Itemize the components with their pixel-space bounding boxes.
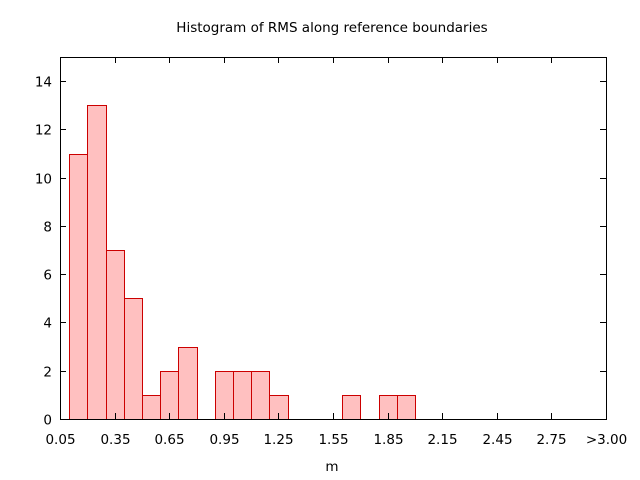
histogram-bar [142, 395, 161, 420]
y-tick-label: 14 [35, 75, 52, 91]
histogram-bar [178, 347, 198, 420]
y-tick-label: 2 [43, 365, 52, 381]
y-tick-label: 6 [43, 268, 52, 284]
histogram-bar [251, 371, 270, 420]
histogram-bar [397, 395, 416, 420]
x-tick-label: 0.95 [209, 432, 239, 448]
ticks-group [60, 57, 607, 420]
histogram-bar [160, 371, 179, 420]
chart-title: Histogram of RMS along reference boundar… [176, 20, 487, 36]
x-tick-label: 2.75 [536, 432, 566, 448]
x-tick-label: 1.85 [373, 432, 403, 448]
x-tick-label: 2.15 [427, 432, 457, 448]
histogram-bar [106, 250, 125, 420]
x-tick-label: 0.65 [154, 432, 184, 448]
y-tick-label: 10 [35, 172, 52, 188]
x-tick-label: 1.25 [263, 432, 293, 448]
histogram-bar [215, 371, 234, 420]
x-axis-label: m [325, 459, 338, 475]
tick-labels-group: 0 2 4 6 8 10 12 14 0.05 0.35 0.65 0.95 1.25 1.55 1.85 2… [35, 75, 627, 449]
y-tick-label: 12 [35, 123, 52, 139]
histogram-bar [233, 371, 252, 420]
histogram-bar [124, 298, 143, 420]
x-tick-label: 2.45 [482, 432, 512, 448]
x-tick-label: 0.05 [45, 432, 75, 448]
histogram-bar [69, 154, 88, 420]
histogram-bar [87, 105, 107, 420]
y-tick-label: 4 [43, 316, 52, 332]
x-tick-label: >3.00 [586, 432, 627, 448]
histogram-bar [342, 395, 361, 420]
bars-group [69, 105, 416, 420]
x-tick-label: 1.55 [318, 432, 348, 448]
y-tick-label: 0 [43, 413, 52, 429]
x-tick-label: 0.35 [100, 432, 130, 448]
y-tick-label: 8 [43, 220, 52, 236]
